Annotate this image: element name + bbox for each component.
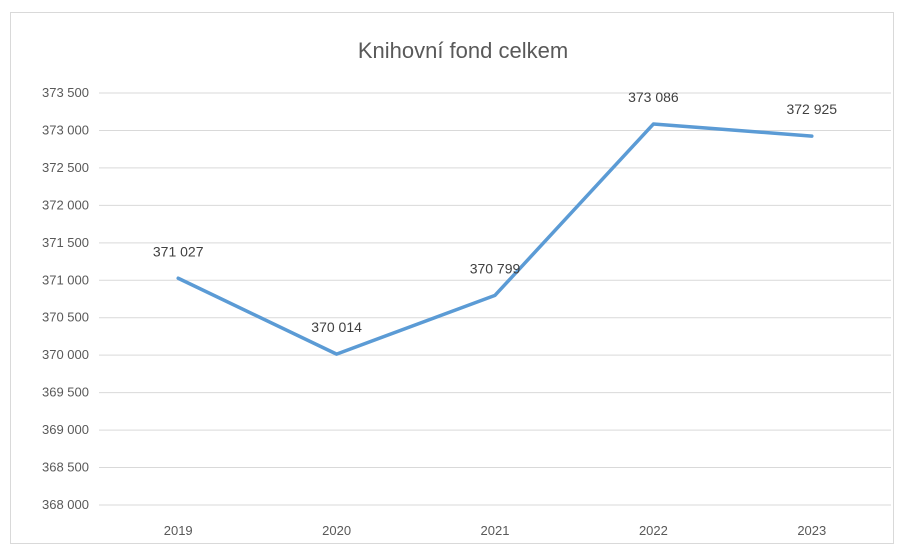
x-tick-label: 2021 [481, 523, 510, 538]
x-tick-label: 2020 [322, 523, 351, 538]
x-tick-label: 2019 [164, 523, 193, 538]
y-tick-label: 370 000 [42, 347, 89, 362]
y-tick-label: 371 000 [42, 272, 89, 287]
y-tick-label: 368 500 [42, 460, 89, 475]
data-labels: 371 027 370 014 370 799 373 086 372 925 [153, 89, 837, 335]
y-tick-label: 373 500 [42, 85, 89, 100]
y-tick-label: 369 500 [42, 385, 89, 400]
line-chart: Knihovní fond celkem 368 000 368 500 369 0… [42, 38, 891, 538]
y-tick-label: 368 000 [42, 497, 89, 512]
y-tick-label: 372 000 [42, 197, 89, 212]
gridlines [99, 92, 891, 506]
data-label: 372 925 [786, 101, 837, 117]
y-tick-label: 373 000 [42, 122, 89, 137]
x-tick-label: 2023 [797, 523, 826, 538]
data-label: 371 027 [153, 243, 204, 259]
y-tick-label: 369 000 [42, 422, 89, 437]
chart-frame: Knihovní fond celkem 368 000 368 500 369 0… [10, 12, 894, 544]
y-tick-label: 370 500 [42, 310, 89, 325]
x-tick-label: 2022 [639, 523, 668, 538]
data-label: 373 086 [628, 89, 679, 105]
y-axis-tick-labels: 368 000 368 500 369 000 369 500 370 000 370 5… [42, 85, 89, 512]
chart-title: Knihovní fond celkem [358, 38, 568, 63]
data-label: 370 014 [311, 319, 362, 335]
y-tick-label: 372 500 [42, 160, 89, 175]
x-axis-tick-labels: 2019 2020 2021 2022 2023 [164, 523, 827, 538]
y-tick-label: 371 500 [42, 235, 89, 250]
series-line [176, 122, 814, 356]
data-label: 370 799 [470, 260, 521, 276]
